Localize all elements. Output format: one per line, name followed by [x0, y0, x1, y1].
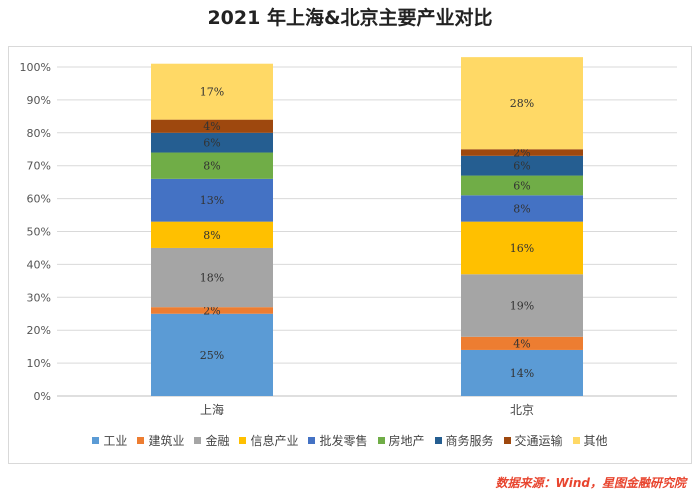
- legend-swatch: [434, 437, 442, 444]
- bar-segment: [461, 336, 583, 350]
- legend-item: 交通运输: [503, 432, 563, 449]
- legend-swatch: [377, 437, 385, 444]
- chart-title: 2021 年上海&北京主要产业对比: [207, 7, 493, 29]
- legend-item: 建筑业: [137, 432, 184, 449]
- data-label: 4%: [203, 120, 220, 133]
- y-tick-label: 100%: [20, 61, 51, 74]
- data-label: 8%: [203, 160, 220, 173]
- legend-item: 批发零售: [308, 432, 368, 449]
- data-label: 6%: [513, 160, 530, 173]
- legend-swatch: [503, 437, 511, 444]
- data-label: 8%: [203, 229, 220, 242]
- legend-label: 批发零售: [319, 434, 368, 448]
- legend-label: 建筑业: [148, 434, 185, 448]
- y-tick-label: 20%: [27, 324, 51, 337]
- data-label: 14%: [510, 367, 534, 380]
- data-label: 17%: [200, 86, 224, 99]
- data-label: 28%: [510, 97, 534, 110]
- data-label: 13%: [200, 194, 224, 207]
- bar-segment: [461, 195, 583, 222]
- bar-segment: [461, 149, 583, 156]
- y-tick-label: 0%: [34, 390, 51, 403]
- data-label: 25%: [200, 349, 224, 362]
- bar-segment: [151, 221, 273, 248]
- bar-segment: [461, 274, 583, 337]
- legend-label: 商务服务: [445, 434, 494, 448]
- legend-label: 房地产: [388, 434, 425, 448]
- bar-segment: [151, 132, 273, 153]
- data-label: 6%: [513, 179, 530, 192]
- bar-segment: [151, 247, 273, 308]
- legend: 工业 建筑业 金融 信息产业 批发零售 房地产 商务服务 交通运输 其他: [0, 432, 700, 449]
- y-tick-label: 50%: [27, 226, 51, 239]
- bar-segment: [461, 175, 583, 196]
- bar-segment: [151, 119, 273, 133]
- y-tick-label: 70%: [27, 160, 51, 173]
- legend-item: 金融: [194, 432, 229, 449]
- legend-swatch: [572, 437, 580, 444]
- bar-segment: [461, 155, 583, 176]
- legend-item: 商务服务: [434, 432, 494, 449]
- data-label: 8%: [513, 202, 530, 215]
- legend-item: 其他: [572, 432, 608, 449]
- bar-segment: [151, 307, 273, 314]
- y-tick-label: 60%: [27, 193, 51, 206]
- bar-segment: [461, 57, 583, 150]
- legend-item: 房地产: [377, 432, 425, 449]
- chart-plot: 0% 10% 20% 30% 40% 50% 60% 70% 80% 90% 100% 25% 2% 18…: [20, 57, 677, 417]
- legend-swatch: [308, 437, 316, 444]
- bar-segment: [151, 178, 273, 222]
- legend-swatch: [137, 437, 145, 444]
- bar-segment: [151, 63, 273, 120]
- source-note: 数据来源：Wind，星图金融研究院: [495, 476, 686, 490]
- legend-swatch: [239, 437, 247, 444]
- data-label: 2%: [203, 304, 220, 317]
- legend-item: 工业: [92, 432, 127, 449]
- data-label: 6%: [203, 137, 220, 150]
- y-tick-label: 10%: [27, 357, 51, 370]
- legend-swatch: [92, 437, 100, 444]
- data-label: 2%: [513, 147, 530, 160]
- bar-segment: [151, 152, 273, 179]
- category-label: 北京: [510, 403, 534, 417]
- category-label: 上海: [200, 402, 224, 417]
- data-label: 16%: [510, 242, 534, 255]
- bar-segment: [151, 313, 273, 396]
- legend-label: 其他: [583, 434, 608, 448]
- data-label: 18%: [200, 272, 224, 285]
- chart-frame: 0% 10% 20% 30% 40% 50% 60% 70% 80% 90% 100% 25% 2% 18…: [8, 46, 692, 464]
- legend-label: 交通运输: [514, 434, 563, 448]
- bar-segment: [461, 221, 583, 275]
- legend-label: 信息产业: [250, 434, 299, 448]
- legend-item: 信息产业: [239, 432, 298, 449]
- y-tick-label: 90%: [27, 94, 51, 107]
- data-label: 19%: [510, 300, 534, 313]
- legend-label: 金融: [205, 434, 230, 448]
- legend-swatch: [194, 437, 202, 444]
- y-tick-label: 80%: [27, 127, 51, 140]
- data-label: 4%: [513, 337, 530, 350]
- y-tick-label: 40%: [27, 258, 51, 271]
- y-tick-label: 30%: [27, 291, 51, 304]
- bar-segment: [461, 349, 583, 396]
- legend-label: 工业: [103, 434, 128, 448]
